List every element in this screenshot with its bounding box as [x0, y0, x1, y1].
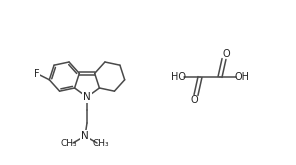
Text: HO: HO: [170, 72, 186, 82]
Text: O: O: [190, 95, 198, 105]
Text: O: O: [222, 49, 230, 59]
Text: CH₃: CH₃: [61, 139, 77, 148]
Text: N: N: [83, 92, 91, 102]
Text: OH: OH: [234, 72, 250, 82]
Text: CH₃: CH₃: [93, 139, 109, 148]
Text: N: N: [81, 131, 89, 141]
Text: F: F: [33, 69, 39, 79]
